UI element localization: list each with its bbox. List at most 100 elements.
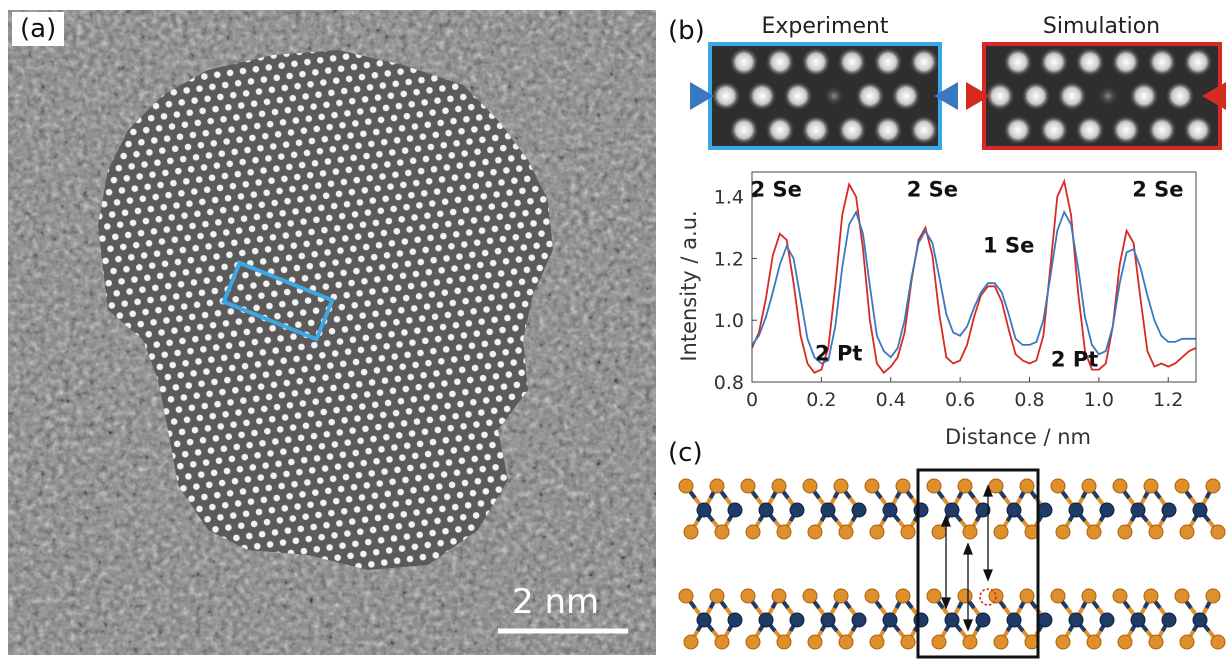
chalcogen-atom [993, 524, 1009, 540]
chalcogen-atom [838, 634, 854, 650]
atom-spot [837, 115, 867, 145]
chalcogen-atom [833, 478, 849, 494]
scale-bar-label: 2 nm [512, 582, 600, 622]
metal-atom [913, 612, 929, 628]
chalcogen-atom [807, 524, 823, 540]
metal-atom [913, 502, 929, 518]
metal-atom [789, 502, 805, 518]
chalcogen-atom [1210, 634, 1226, 650]
chalcogen-atom [771, 588, 787, 604]
chalcogen-atom [1205, 588, 1221, 604]
y-tick-label: 1.4 [714, 187, 744, 209]
right-marker-red [1202, 82, 1226, 110]
series-line-simulation [751, 178, 1197, 375]
unit-cell-box [916, 468, 1040, 659]
tem-micrograph [8, 10, 656, 655]
right-marker-blue [934, 82, 958, 110]
chalcogen-atom [1019, 588, 1035, 604]
atom-spot [1129, 81, 1159, 111]
chalcogen-atom [988, 588, 1004, 604]
chalcogen-atom [993, 634, 1009, 650]
atom-spot [1003, 47, 1033, 77]
chalcogen-atom [771, 478, 787, 494]
metal-atom [820, 612, 836, 628]
metal-atom [820, 502, 836, 518]
atom-spot [711, 81, 741, 111]
x-tick-label: 0.4 [876, 389, 906, 411]
atom-spot [783, 81, 813, 111]
chalcogen-atom [1143, 478, 1159, 494]
chalcogen-atom [1148, 524, 1164, 540]
atom-spot [1111, 115, 1141, 145]
metal-atom [727, 502, 743, 518]
metal-atom [1068, 502, 1084, 518]
atom-spot [765, 47, 795, 77]
metal-atom [1130, 502, 1146, 518]
x-tick-label: 0 [746, 389, 758, 411]
metal-atom [758, 502, 774, 518]
crystal-structure-diagram [678, 468, 1226, 659]
chalcogen-atom [1055, 634, 1071, 650]
metal-atom [1161, 612, 1177, 628]
metal-atom [1037, 612, 1053, 628]
chalcogen-atom [1050, 588, 1066, 604]
panel-label-c: (c) [668, 438, 703, 468]
chalcogen-atom [869, 634, 885, 650]
peak-annotation: 2 Se [1132, 178, 1183, 202]
metal-atom [1006, 502, 1022, 518]
atom-spot [801, 47, 831, 77]
line-profile-chart: 0 0.2 0.4 0.6 0.8 1.0 1.2 0.8 1.0 1.2 1.4 2 Se 2 Se… [677, 171, 1197, 449]
metal-atom [1161, 502, 1177, 518]
atom-spot [1075, 47, 1105, 77]
metal-atom [944, 612, 960, 628]
atom-spot [1075, 115, 1105, 145]
chalcogen-atom [1081, 478, 1097, 494]
chalcogen-atom [1117, 634, 1133, 650]
chalcogen-atom [926, 588, 942, 604]
y-tick-label: 1.0 [714, 310, 744, 332]
atom-spot [985, 81, 1015, 111]
chalcogen-atom [1174, 588, 1190, 604]
chalcogen-atom [678, 588, 694, 604]
y-axis-label: Intensity / a.u. [677, 210, 701, 361]
vacancy-marker [979, 588, 997, 606]
chalcogen-atom [1112, 588, 1128, 604]
chalcogen-atom [962, 524, 978, 540]
chalcogen-atom [709, 478, 725, 494]
chalcogen-atom [802, 588, 818, 604]
metal-atom [727, 612, 743, 628]
atom-spot [729, 115, 759, 145]
peak-annotation: 2 Se [907, 178, 958, 202]
metal-atom [975, 502, 991, 518]
x-tick-label: 0.8 [1014, 389, 1044, 411]
metal-atom [1192, 502, 1208, 518]
atom-spot [765, 115, 795, 145]
y-tick-label: 0.8 [714, 372, 744, 394]
chalcogen-atom [714, 634, 730, 650]
chalcogen-atom [740, 588, 756, 604]
chalcogen-atom [1143, 588, 1159, 604]
left-marker-blue [690, 82, 714, 110]
interlayer-arrows [941, 484, 993, 632]
chalcogen-atom [900, 524, 916, 540]
peak-annotation: 2 Pt [815, 341, 862, 365]
chalcogen-atom [709, 588, 725, 604]
atom-spot [873, 47, 903, 77]
metal-atom [696, 502, 712, 518]
selection-box [221, 260, 335, 342]
atom-spot [1003, 115, 1033, 145]
simulation-title: Simulation [1042, 14, 1161, 39]
chalcogen-atom [988, 478, 1004, 494]
atom-spot [891, 81, 921, 111]
chalcogen-atom [802, 478, 818, 494]
metal-atom [1192, 612, 1208, 628]
atom-spot [1097, 85, 1119, 107]
panel-a-tem-image: (a) 2 nm [8, 10, 656, 655]
atom-spot [1183, 115, 1213, 145]
chalcogen-atom [745, 524, 761, 540]
y-tick-label: 1.2 [714, 248, 744, 270]
atom-spot [1165, 81, 1195, 111]
atom-spot [1147, 47, 1177, 77]
panel-label-b: (b) [668, 16, 705, 46]
plot-frame [751, 171, 1197, 383]
